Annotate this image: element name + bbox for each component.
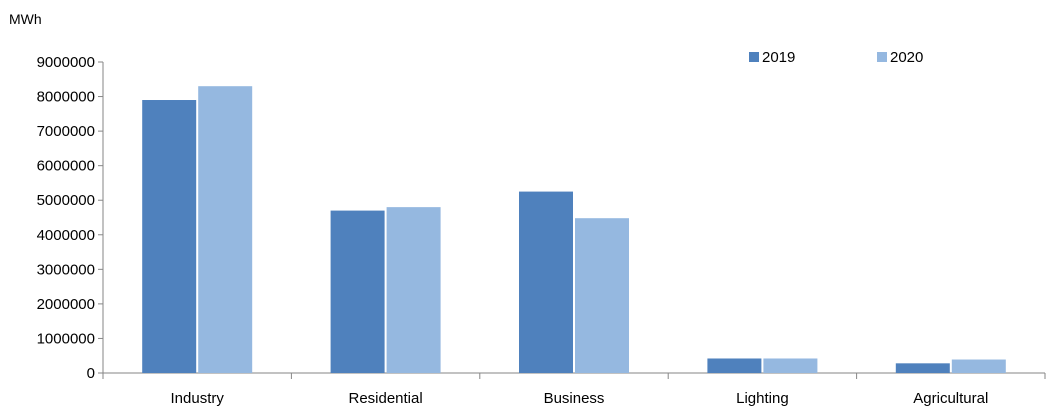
y-tick-label: 8000000 <box>37 89 95 106</box>
legend-label-2019: 2019 <box>762 49 795 66</box>
legend-label-2020: 2020 <box>890 49 923 66</box>
y-tick-label: 5000000 <box>37 192 95 209</box>
y-tick-label: 4000000 <box>37 227 95 244</box>
x-tick-label: Industry <box>171 390 225 407</box>
y-tick-label: 1000000 <box>37 330 95 347</box>
bar-2019-lighting <box>707 358 762 373</box>
bars <box>142 86 1006 373</box>
bar-2019-business <box>519 191 573 373</box>
y-tick-label: 0 <box>87 365 95 382</box>
bar-2019-industry <box>142 100 197 373</box>
x-tick-label: Residential <box>348 390 422 407</box>
bar-2020-industry <box>198 86 253 373</box>
legend-swatch-2019 <box>749 52 759 62</box>
legend: 2019 2020 <box>749 49 923 66</box>
x-tick-label: Agricultural <box>913 390 988 407</box>
y-tick-label: 7000000 <box>37 123 95 140</box>
legend-swatch-2020 <box>877 52 887 62</box>
x-tick-label: Lighting <box>736 390 789 407</box>
x-tick-label: Business <box>544 390 605 407</box>
bar-2019-agricultural <box>895 363 950 373</box>
y-tick-label: 9000000 <box>37 54 95 71</box>
bar-2020-lighting <box>763 358 818 373</box>
bar-2020-business <box>575 218 629 373</box>
y-axis: 0 1000000 2000000 3000000 4000000 5000000 6000… <box>37 54 104 382</box>
y-tick-label: 6000000 <box>37 158 95 175</box>
bar-2019-residential <box>330 210 385 373</box>
y-tick-label: 2000000 <box>37 296 95 313</box>
y-tick-label: 3000000 <box>37 261 95 278</box>
y-axis-unit-label: MWh <box>9 11 42 27</box>
x-axis: Industry Residential Business Lighting Agric… <box>102 372 1046 407</box>
bar-2020-agricultural <box>951 359 1006 373</box>
bar-2020-residential <box>386 207 441 373</box>
